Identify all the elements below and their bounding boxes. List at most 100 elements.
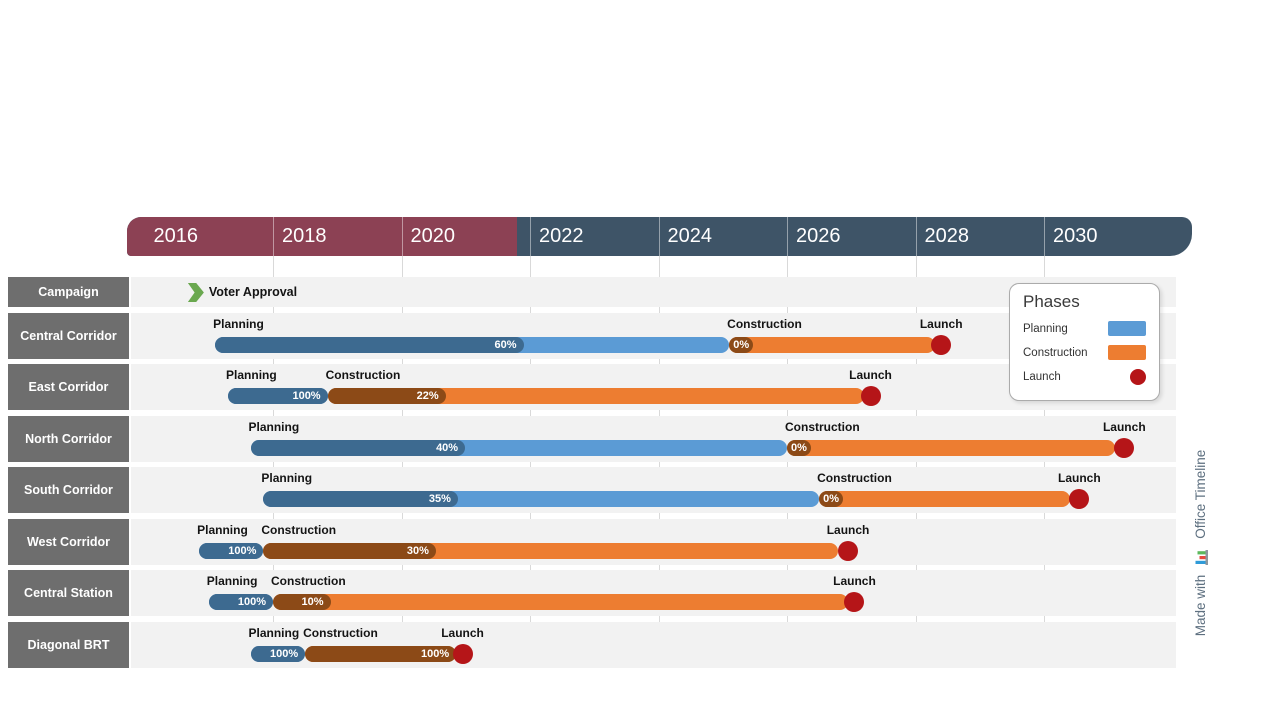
phase-label: Construction [303,625,378,640]
planning-bar: 100% [208,594,273,610]
row-label: Diagonal BRT [8,621,129,668]
planning-bar: 100% [199,542,264,559]
launch-label: Launch [826,522,870,537]
row-band: 100% Planning 10% Construction Launch [131,570,1176,616]
launch-milestone [931,334,952,355]
axis-year-label: 2020 [410,225,456,247]
construction-bar: 30% [263,542,839,559]
progress-fill: 35% [263,491,458,507]
phase-label: Construction [785,419,860,434]
axis-year-label: 2018 [282,225,327,247]
axis-tick [1044,217,1045,256]
construction-bar: 0% [819,491,1070,507]
legend-item: Construction [1023,345,1146,360]
construction-bar: 100% [305,645,457,662]
gridline [787,256,788,667]
legend-item: Launch [1023,369,1146,385]
launch-label: Launch [919,316,963,331]
branding-prefix: Made with [1192,574,1208,637]
axis-year-label: 2026 [796,225,841,247]
legend-item-label: Launch [1023,371,1061,383]
launch-label: Launch [1057,471,1101,485]
construction-bar: 0% [729,336,935,353]
planning-bar: 35% [263,491,820,507]
legend-item-label: Planning [1023,322,1068,335]
phase-label: Construction [325,368,401,382]
progress-fill: 100% [228,388,328,404]
launch-label: Launch [849,368,892,382]
legend-launch-swatch [1130,369,1146,385]
launch-milestone [860,386,881,406]
branding-name: Office Timeline [1192,449,1208,539]
gridline [1044,256,1045,667]
progress-fill: 40% [250,439,466,456]
gridline [273,256,274,667]
row-band: 100% Planning 30% Construction Launch [131,518,1176,565]
legend-item-label: Construction [1023,346,1088,359]
construction-bar: 22% [327,388,865,404]
launch-milestone [452,643,473,664]
phase-label: Planning [261,471,313,485]
elapsed-time-highlight [127,217,518,256]
construction-bar: 10% [273,594,849,610]
row-label: South Corridor [8,467,129,513]
row-label: West Corridor [8,518,129,565]
axis-year-label: 2022 [539,225,584,247]
axis-tick [787,217,788,256]
axis-tick [530,217,531,256]
row-label: North Corridor [8,415,129,462]
phase-label: Planning [248,625,300,640]
planning-bar: 60% [215,336,730,353]
gridline [915,256,917,667]
launch-milestone [838,540,859,561]
progress-fill: 0% [787,439,811,456]
row-label: East Corridor [8,364,129,410]
progress-fill: 60% [215,336,524,353]
phase-label: Planning [206,574,258,588]
branding: Made with Office Timeline [1188,418,1212,668]
launch-label: Launch [441,625,484,640]
axis-tick [915,217,917,256]
milestone-chevron-icon [187,283,204,302]
gridline [658,256,660,667]
phase-label: Planning [226,368,277,382]
legend-title: Phases [1023,292,1080,311]
row-band: 60% Planning 0% Construction Launch [131,312,1176,359]
planning-bar: 40% [250,439,787,456]
office-timeline-logo-icon [1195,549,1208,565]
progress-fill: 100% [250,645,306,662]
phase-label: Construction [727,316,802,331]
axis-year-label: 2016 [153,225,199,247]
launch-label: Launch [833,574,876,588]
progress-fill: 0% [729,336,754,353]
row-label: Campaign [8,277,129,307]
axis-tick [273,217,274,256]
row-band: 100% Planning 100% Construction Launch [131,621,1176,668]
launch-milestone [844,592,865,612]
axis-year-label: 2024 [667,225,713,247]
row-band: 100% Planning 22% Construction Launch [131,364,1176,410]
launch-milestone [1069,489,1090,509]
progress-fill: 100% [208,594,273,610]
row-label: Central Station [8,570,129,616]
phase-label: Planning [213,316,264,331]
axis-year-label: 2030 [1053,225,1098,247]
legend: Phases Planning Construction Launch [1009,283,1160,401]
progress-fill: 100% [199,542,264,559]
phase-label: Planning [197,522,248,537]
progress-fill: 0% [819,491,844,507]
axis-tick [658,217,660,256]
legend-bar-swatch [1108,321,1146,336]
milestone-label: Voter Approval [208,285,298,299]
axis-tick [401,217,403,256]
phase-label: Construction [817,471,892,485]
axis-year-label: 2028 [924,225,970,247]
launch-label: Launch [1102,419,1146,434]
progress-fill: 100% [305,645,457,662]
phase-label: Construction [271,574,346,588]
progress-fill: 30% [263,542,436,559]
gridline [530,256,531,667]
legend-bar-swatch [1108,345,1146,360]
legend-item: Planning [1023,321,1146,336]
construction-bar: 0% [787,439,1115,456]
